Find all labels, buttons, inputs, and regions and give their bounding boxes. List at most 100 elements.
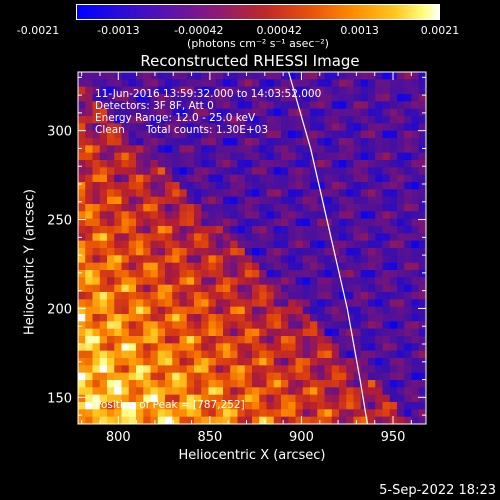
heatmap-cell <box>208 255 217 264</box>
heatmap-cell <box>353 86 362 95</box>
heatmap-cell <box>194 240 202 249</box>
heatmap-cell <box>346 189 355 198</box>
heatmap-cell <box>295 416 304 424</box>
heatmap-cell <box>114 365 123 374</box>
heatmap-cell <box>281 218 289 227</box>
heatmap-cell <box>418 255 426 264</box>
heatmap-cell <box>266 72 275 80</box>
heatmap-cell <box>288 358 297 366</box>
heatmap-cell <box>375 314 384 322</box>
heatmap-cell <box>150 123 159 132</box>
heatmap-cell <box>165 189 173 198</box>
heatmap-cell <box>411 321 420 330</box>
heatmap-cell <box>331 277 340 286</box>
heatmap-cell <box>266 94 275 102</box>
heatmap-cell <box>273 123 282 132</box>
heatmap-cell <box>310 94 318 102</box>
heatmap-cell <box>92 79 101 88</box>
heatmap-cell <box>411 79 420 88</box>
heatmap-cell <box>259 255 268 264</box>
heatmap-cell <box>397 380 405 388</box>
heatmap-cell <box>186 160 195 168</box>
heatmap-cell <box>230 372 239 381</box>
heatmap-cell <box>215 358 224 366</box>
heatmap-cell <box>302 321 311 330</box>
heatmap-cell <box>179 196 188 205</box>
heatmap-cell <box>92 160 101 168</box>
heatmap-cell <box>194 211 202 220</box>
heatmap-cell <box>150 145 159 154</box>
heatmap-cell <box>411 233 420 242</box>
heatmap-cell <box>382 284 391 293</box>
heatmap-cell <box>404 365 413 374</box>
heatmap-cell <box>317 336 326 344</box>
heatmap-cell <box>288 145 297 154</box>
heatmap-cell <box>302 262 311 271</box>
heatmap-cell <box>375 116 384 124</box>
heatmap-cell <box>331 314 340 322</box>
heatmap-cell <box>136 402 144 410</box>
heatmap-cell <box>375 101 384 110</box>
heatmap-cell <box>353 182 362 190</box>
heatmap-cell <box>85 72 94 80</box>
heatmap-cell <box>331 108 340 117</box>
heatmap-cell <box>143 94 152 102</box>
heatmap-cell <box>172 196 181 205</box>
heatmap-cell <box>339 101 347 110</box>
heatmap-cell <box>418 123 426 132</box>
heatmap-cell <box>99 167 108 176</box>
heatmap-cell <box>128 138 137 146</box>
heatmap-cell <box>201 94 210 102</box>
heatmap-cell <box>273 402 282 410</box>
heatmap-cell <box>389 167 398 176</box>
heatmap-cell <box>172 174 181 183</box>
heatmap-cell <box>215 108 224 117</box>
heatmap-cell <box>208 350 217 359</box>
heatmap-cell <box>237 152 246 161</box>
heatmap-cell <box>259 116 268 124</box>
annotations: 11-Jun-2016 13:59:32.000 to 14:03:52.000… <box>95 88 321 136</box>
heatmap-cell <box>368 372 376 381</box>
heatmap-cell <box>201 123 210 132</box>
heatmap-cell <box>121 248 130 256</box>
heatmap-cell <box>295 196 304 205</box>
heatmap-cell <box>324 394 333 403</box>
heatmap-cell <box>331 270 340 278</box>
heatmap-cell <box>310 204 318 212</box>
heatmap-cell <box>165 233 173 242</box>
heatmap-cell <box>266 130 275 139</box>
heatmap-cell <box>273 336 282 344</box>
heatmap-cell <box>107 79 115 88</box>
heatmap-cell <box>310 233 318 242</box>
heatmap-cell <box>165 416 173 424</box>
heatmap-cell <box>92 387 101 396</box>
heatmap-cell <box>179 101 188 110</box>
heatmap-cell <box>215 204 224 212</box>
heatmap-cell <box>121 101 130 110</box>
heatmap-cell <box>121 182 130 190</box>
heatmap-cell <box>114 299 123 308</box>
heatmap-cell <box>194 79 202 88</box>
heatmap-cell <box>389 270 398 278</box>
heatmap-cell <box>143 116 152 124</box>
heatmap-cell <box>404 277 413 286</box>
heatmap-cell <box>114 182 123 190</box>
heatmap-cell <box>143 72 152 80</box>
heatmap-cell <box>99 182 108 190</box>
heatmap-cell <box>411 292 420 300</box>
heatmap-cell <box>317 218 326 227</box>
heatmap-cell <box>266 248 275 256</box>
heatmap-cell <box>324 211 333 220</box>
axis-tick-label: 850 <box>197 430 222 445</box>
heatmap-cell <box>411 365 420 374</box>
heatmap-cell <box>165 350 173 359</box>
heatmap-cell <box>128 380 137 388</box>
heatmap-cell <box>194 248 202 256</box>
heatmap-cell <box>259 402 268 410</box>
heatmap-cell <box>281 248 289 256</box>
heatmap-cell <box>99 380 108 388</box>
heatmap-cell <box>411 204 420 212</box>
heatmap-cell <box>252 226 260 234</box>
heatmap-cell <box>346 343 355 352</box>
heatmap-cell <box>121 328 130 337</box>
